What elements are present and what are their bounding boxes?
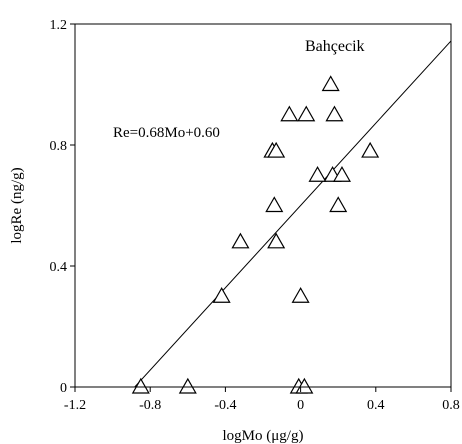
data-point-triangle [325,105,344,122]
x-tick-label: 0.4 [367,398,385,413]
y-tick-label: 0.4 [50,260,68,275]
data-point-triangle [361,141,380,158]
data-point-triangle [291,287,310,303]
data-point-triangle [329,196,348,213]
y-tick-label: 1.2 [50,18,68,33]
y-axis-label: logRe (ng/g) [9,167,25,243]
data-point-triangle [280,105,299,122]
data-point-triangle [231,232,250,249]
data-point-triangle [267,141,286,158]
data-point-triangle [212,287,231,303]
chart-marks [131,40,452,394]
x-tick-label: -0.4 [214,398,236,413]
x-axis-label: logMo (μg/g) [223,428,304,444]
x-tick-label: 0 [297,398,304,413]
legend-label: Bahçecik [305,38,365,55]
x-axis: -1.2 -0.8 -0.4 0 0.4 0.8 [64,387,460,413]
trendline [134,40,452,388]
x-tick-label: -0.8 [139,398,161,413]
data-point-triangle [131,377,150,394]
plot-frame [74,23,452,388]
data-point-triangle [265,196,284,213]
y-axis: 0 0.4 0.8 1.2 [50,18,75,396]
data-point-triangle [332,166,351,182]
data-point-triangle [297,105,316,122]
data-point-triangle [308,166,327,182]
x-tick-label: -1.2 [64,398,86,413]
data-point-triangle [267,232,286,249]
y-tick-label: 0 [60,381,67,396]
data-point-triangle [321,75,340,92]
data-point-triangle [178,377,197,394]
y-tick-label: 0.8 [50,139,68,154]
regression-equation: Re=0.68Mo+0.60 [113,125,220,141]
x-tick-label: 0.8 [442,398,460,413]
